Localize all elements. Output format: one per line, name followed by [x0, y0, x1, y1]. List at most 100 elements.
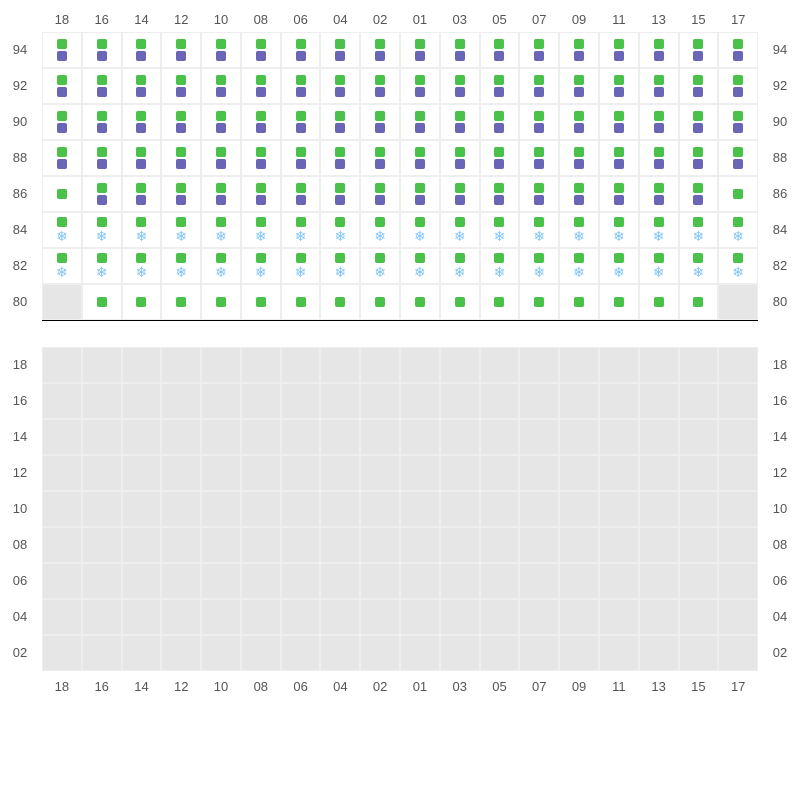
rack-slot-empty[interactable] [639, 419, 679, 455]
rack-slot[interactable]: ❄ [201, 212, 241, 248]
rack-slot-empty[interactable] [281, 419, 321, 455]
rack-slot[interactable] [161, 284, 201, 320]
rack-slot-empty[interactable] [82, 599, 122, 635]
rack-slot-empty[interactable] [320, 419, 360, 455]
rack-slot-empty[interactable] [161, 491, 201, 527]
rack-slot[interactable] [320, 140, 360, 176]
rack-slot[interactable]: ❄ [161, 212, 201, 248]
rack-slot[interactable] [679, 284, 719, 320]
rack-slot[interactable] [440, 176, 480, 212]
rack-slot[interactable] [241, 284, 281, 320]
rack-slot-empty[interactable] [679, 527, 719, 563]
rack-slot[interactable]: ❄ [320, 248, 360, 284]
rack-slot[interactable]: ❄ [82, 212, 122, 248]
rack-slot-empty[interactable] [718, 455, 758, 491]
rack-slot[interactable] [480, 32, 520, 68]
rack-slot[interactable] [559, 104, 599, 140]
rack-slot-empty[interactable] [82, 455, 122, 491]
rack-slot-empty[interactable] [281, 455, 321, 491]
rack-slot-empty[interactable] [241, 635, 281, 671]
rack-slot-empty[interactable] [679, 635, 719, 671]
rack-slot[interactable] [718, 32, 758, 68]
rack-slot[interactable]: ❄ [639, 212, 679, 248]
rack-slot-empty[interactable] [400, 347, 440, 383]
rack-slot-empty[interactable] [679, 563, 719, 599]
rack-slot-empty[interactable] [82, 383, 122, 419]
rack-slot[interactable]: ❄ [519, 248, 559, 284]
rack-slot-empty[interactable] [718, 635, 758, 671]
rack-slot[interactable] [241, 140, 281, 176]
rack-slot-empty[interactable] [440, 563, 480, 599]
rack-slot[interactable] [559, 176, 599, 212]
rack-slot[interactable] [639, 68, 679, 104]
rack-slot[interactable] [559, 32, 599, 68]
rack-slot[interactable]: ❄ [718, 248, 758, 284]
rack-slot-empty[interactable] [639, 635, 679, 671]
rack-slot-empty[interactable] [360, 527, 400, 563]
rack-slot-empty[interactable] [201, 599, 241, 635]
rack-slot-empty[interactable] [559, 383, 599, 419]
rack-slot-empty[interactable] [201, 347, 241, 383]
rack-slot-empty[interactable] [122, 347, 162, 383]
rack-slot[interactable] [639, 104, 679, 140]
rack-slot[interactable] [122, 284, 162, 320]
rack-slot[interactable] [360, 32, 400, 68]
rack-slot-empty[interactable] [320, 599, 360, 635]
rack-slot[interactable] [679, 104, 719, 140]
rack-slot[interactable]: ❄ [480, 248, 520, 284]
rack-slot-empty[interactable] [400, 563, 440, 599]
rack-slot-empty[interactable] [281, 599, 321, 635]
rack-slot[interactable]: ❄ [360, 248, 400, 284]
rack-slot-empty[interactable] [559, 599, 599, 635]
rack-slot[interactable] [320, 284, 360, 320]
rack-slot-empty[interactable] [480, 419, 520, 455]
rack-slot-empty[interactable] [440, 383, 480, 419]
rack-slot[interactable] [639, 176, 679, 212]
rack-slot[interactable]: ❄ [519, 212, 559, 248]
rack-slot[interactable] [201, 104, 241, 140]
rack-slot[interactable] [360, 284, 400, 320]
rack-slot-empty[interactable] [519, 527, 559, 563]
rack-slot[interactable] [201, 32, 241, 68]
rack-slot[interactable]: ❄ [440, 212, 480, 248]
rack-slot[interactable] [360, 140, 400, 176]
rack-slot-empty[interactable] [519, 599, 559, 635]
rack-slot[interactable]: ❄ [320, 212, 360, 248]
rack-slot-empty[interactable] [599, 383, 639, 419]
rack-slot-empty[interactable] [679, 383, 719, 419]
rack-slot[interactable] [440, 68, 480, 104]
rack-slot-empty[interactable] [440, 527, 480, 563]
rack-slot[interactable] [679, 32, 719, 68]
rack-slot[interactable] [360, 68, 400, 104]
rack-slot-empty[interactable] [639, 491, 679, 527]
rack-slot-empty[interactable] [241, 419, 281, 455]
rack-slot-empty[interactable] [320, 635, 360, 671]
rack-slot[interactable] [241, 32, 281, 68]
rack-slot-empty[interactable] [679, 347, 719, 383]
rack-slot-empty[interactable] [320, 455, 360, 491]
rack-slot-empty[interactable] [42, 383, 82, 419]
rack-slot-empty[interactable] [42, 635, 82, 671]
rack-slot-empty[interactable] [440, 419, 480, 455]
rack-slot-empty[interactable] [42, 419, 82, 455]
rack-slot-empty[interactable] [718, 491, 758, 527]
rack-slot-empty[interactable] [161, 563, 201, 599]
rack-slot[interactable] [639, 32, 679, 68]
rack-slot-empty[interactable] [559, 419, 599, 455]
rack-slot-empty[interactable] [480, 635, 520, 671]
rack-slot-empty[interactable] [519, 419, 559, 455]
rack-slot-empty[interactable] [519, 383, 559, 419]
rack-slot[interactable] [82, 104, 122, 140]
rack-slot-empty[interactable] [480, 527, 520, 563]
rack-slot-empty[interactable] [161, 527, 201, 563]
rack-slot-empty[interactable] [360, 599, 400, 635]
rack-slot-empty[interactable] [360, 491, 400, 527]
rack-slot[interactable] [42, 284, 82, 320]
rack-slot[interactable] [82, 284, 122, 320]
rack-slot-empty[interactable] [440, 635, 480, 671]
rack-slot[interactable] [718, 68, 758, 104]
rack-slot[interactable] [480, 284, 520, 320]
rack-slot[interactable] [519, 32, 559, 68]
rack-slot[interactable] [201, 176, 241, 212]
rack-slot[interactable]: ❄ [559, 212, 599, 248]
